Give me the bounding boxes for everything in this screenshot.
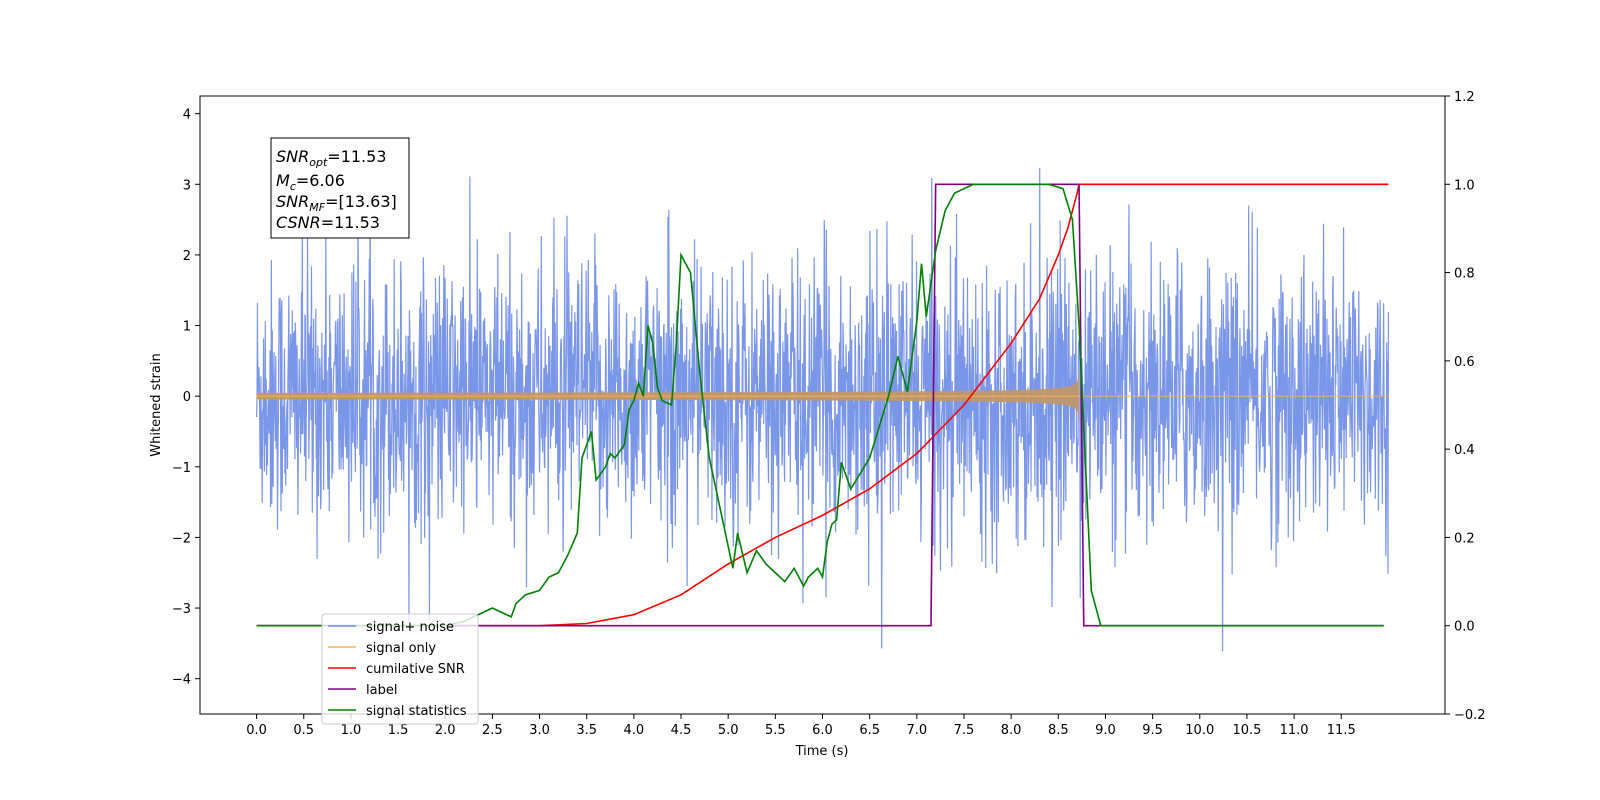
x-axis-ticks: 0.0 0.5 1.0 1.5 2.0 2.5 3.0 3.5 4.0 4.5 5.0 5.5 6.0 6… [246,714,1356,738]
y-axis-right-ticks: 1.2 1.0 0.8 0.6 0.4 0.2 0.0 −0.2 [1445,90,1486,723]
legend-entry-cumulative-snr: cumilative SNR [328,662,465,677]
x-tick-label: 2.0 [435,723,456,738]
x-tick-label: 0.0 [246,723,267,738]
legend-entry-signal-only: signal only [328,641,436,656]
y-left-tick-label: −4 [172,673,191,688]
x-tick-label: 4.0 [624,723,645,738]
y-left-tick-label: −2 [172,531,191,546]
y-right-tick-label: 0.2 [1454,531,1475,546]
svg-text:label: label [366,683,397,698]
x-tick-label: 7.5 [954,723,975,738]
y-left-tick-label: −3 [172,602,191,617]
svg-text:cumilative SNR: cumilative SNR [366,662,465,677]
annotation-snr-opt: SNRopt=11.53 [276,147,387,169]
x-tick-label: 5.0 [718,723,739,738]
legend: signal+ noise signal only cumilative SNR… [321,613,479,725]
x-tick-label: 6.5 [859,723,880,738]
y-right-tick-label: 0.4 [1454,443,1475,458]
y-right-tick-label: 0.0 [1454,620,1475,635]
annotation-box: SNRopt=11.53 Mc=6.06 SNRMF=[13.63] CSNR=… [270,137,410,239]
x-tick-label: 1.0 [341,723,362,738]
x-tick-label: 11.0 [1280,723,1309,738]
x-tick-label: 11.5 [1327,723,1356,738]
y-left-tick-label: −1 [172,461,191,476]
x-tick-label: 9.0 [1095,723,1116,738]
y-left-tick-label: 3 [183,178,191,193]
series-signal-statistics-line [256,183,1384,627]
y-right-tick-label: 0.8 [1454,267,1475,282]
x-tick-label: 8.5 [1048,723,1069,738]
y-right-tick-label: 1.2 [1454,90,1475,105]
x-tick-label: 10.5 [1232,723,1261,738]
y-left-tick-label: 1 [183,320,191,335]
annotation-chirp-mass: Mc=6.06 [276,171,345,193]
x-tick-label: 4.5 [671,723,692,738]
legend-entry-signal-noise: signal+ noise [328,620,454,635]
x-tick-label: 0.5 [293,723,314,738]
y-left-tick-label: 4 [183,108,191,123]
series-cumilative-snr-line [256,183,1389,627]
legend-entry-label: label [328,683,397,698]
y-left-tick-label: 0 [183,390,191,405]
x-tick-label: 2.5 [482,723,503,738]
x-axis-label: Time (s) [795,744,849,759]
svg-text:signal only: signal only [366,641,436,656]
y-left-tick-label: 2 [183,249,191,264]
y-axis-label: Whitened strain [149,353,164,456]
series-signal-noise-line [255,140,1390,652]
y-right-tick-label: 1.0 [1454,178,1475,193]
annotation-csnr: CSNR=11.53 [276,213,380,232]
x-tick-label: 7.0 [906,723,927,738]
plot-area [255,140,1390,652]
annotation-snr-mf: SNRMF=[13.63] [276,192,397,214]
legend-entry-signal-statistics: signal statistics [328,704,467,719]
svg-text:signal statistics: signal statistics [366,704,467,719]
x-tick-label: 9.5 [1142,723,1163,738]
x-tick-label: 3.5 [576,723,597,738]
x-tick-label: 5.5 [765,723,786,738]
x-tick-label: 1.5 [388,723,409,738]
svg-text:signal+ noise: signal+ noise [366,620,454,635]
x-tick-label: 10.0 [1185,723,1214,738]
y-right-tick-label: 0.6 [1454,355,1475,370]
x-tick-label: 8.0 [1001,723,1022,738]
x-tick-label: 6.0 [812,723,833,738]
y-axis-left-ticks: 4 3 2 1 0 −1 −2 −3 −4 [172,108,200,688]
x-tick-label: 3.0 [529,723,550,738]
y-right-tick-label: −0.2 [1454,708,1486,723]
